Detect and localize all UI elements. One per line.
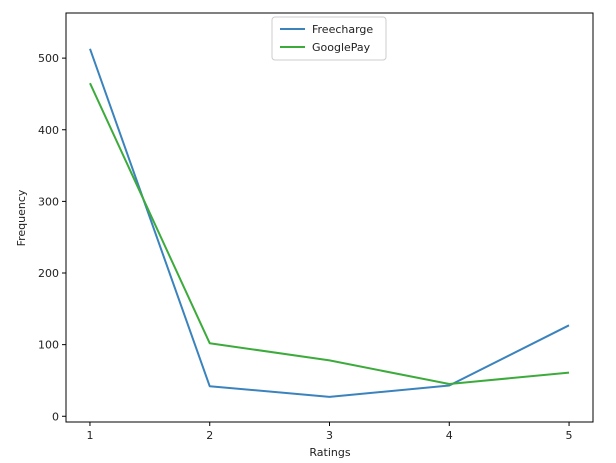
series-line-googlepay <box>89 82 570 385</box>
series-line-freecharge <box>89 48 570 398</box>
y-tick-label: 200 <box>38 267 59 280</box>
plot-area <box>65 12 594 423</box>
series-layer <box>89 48 570 398</box>
legend-label-googlepay: GooglePay <box>312 41 371 54</box>
y-tick-label: 0 <box>52 410 59 423</box>
x-tick-label: 3 <box>326 429 333 442</box>
y-tick-label: 100 <box>38 339 59 352</box>
y-tick-label: 400 <box>38 124 59 137</box>
legend-box <box>271 16 387 61</box>
y-axis: 0 100 200 300 400 500 <box>38 52 66 423</box>
x-tick-label: 4 <box>446 429 453 442</box>
y-tick-label: 500 <box>38 52 59 65</box>
legend-label-freecharge: Freecharge <box>312 23 373 36</box>
x-tick-label: 1 <box>86 429 93 442</box>
x-tick-label: 5 <box>566 429 573 442</box>
legend: Freecharge GooglePay <box>271 16 387 61</box>
y-axis-label: Frequency <box>15 189 28 246</box>
x-axis: 1 2 3 4 5 <box>86 422 573 442</box>
x-axis-label: Ratings <box>309 446 350 459</box>
y-tick-label: 300 <box>38 195 59 208</box>
x-tick-label: 2 <box>206 429 213 442</box>
